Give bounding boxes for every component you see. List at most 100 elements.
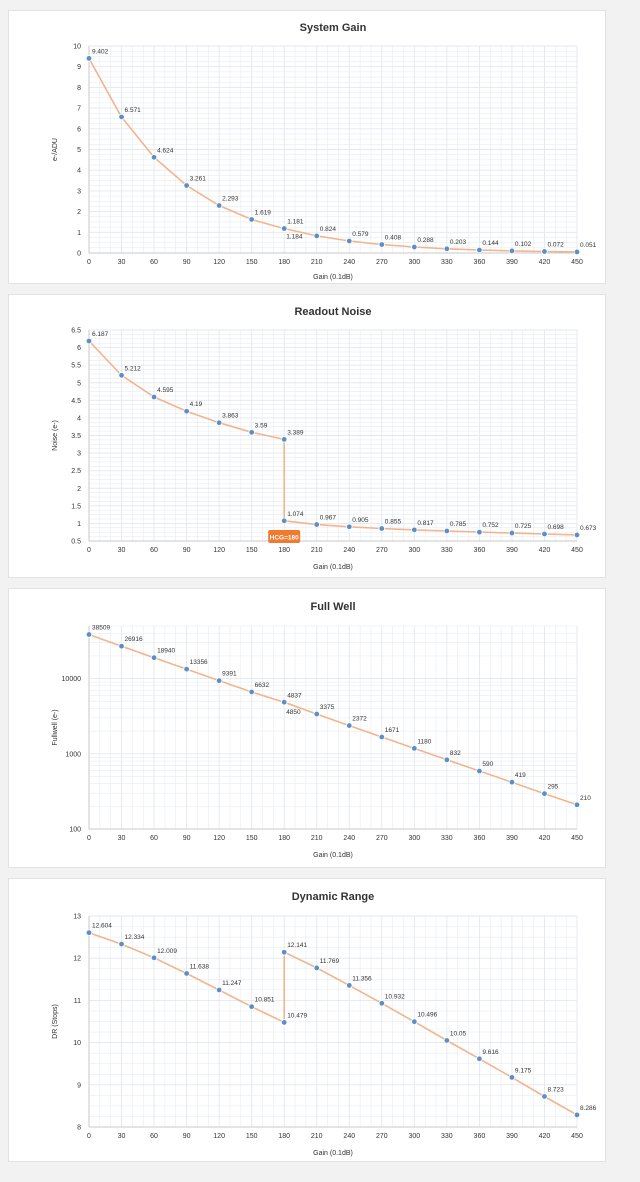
x-tick-label: 390 bbox=[506, 1133, 518, 1140]
grid bbox=[88, 625, 578, 830]
data-point bbox=[313, 521, 320, 528]
x-axis-label: Gain (0.1dB) bbox=[313, 852, 353, 859]
x-tick-label: 30 bbox=[118, 259, 126, 266]
data-label: 0.408 bbox=[385, 235, 402, 242]
data-label: 0.203 bbox=[450, 239, 467, 246]
data-label: 18940 bbox=[157, 648, 175, 655]
x-tick-label: 30 bbox=[118, 1133, 126, 1140]
data-point bbox=[573, 248, 581, 256]
data-point bbox=[573, 1111, 581, 1119]
data-point bbox=[118, 113, 125, 121]
data-label: 12.009 bbox=[157, 948, 177, 955]
data-point bbox=[411, 1018, 418, 1025]
x-tick-label: 30 bbox=[118, 547, 126, 554]
data-label: 0.698 bbox=[547, 524, 564, 531]
data-label: 1180 bbox=[417, 738, 431, 745]
y-tick-label: 2 bbox=[77, 486, 81, 493]
data-point bbox=[443, 1037, 451, 1044]
data-label: 11.769 bbox=[320, 958, 340, 965]
data-label: 12.141 bbox=[287, 942, 307, 949]
x-tick-label: 60 bbox=[150, 259, 158, 266]
x-tick-label: 60 bbox=[150, 835, 158, 842]
data-point bbox=[281, 517, 288, 525]
x-tick-label: 90 bbox=[183, 1133, 191, 1140]
y-tick-label: 4 bbox=[77, 415, 81, 422]
x-tick-label: 90 bbox=[183, 259, 191, 266]
data-label: 3.59 bbox=[255, 422, 268, 429]
data-point bbox=[85, 929, 93, 936]
data-point bbox=[443, 756, 451, 763]
y-tick-label: 1 bbox=[77, 521, 81, 528]
data-label: 10.496 bbox=[417, 1012, 437, 1019]
x-tick-label: 300 bbox=[408, 835, 420, 842]
data-point bbox=[85, 55, 93, 62]
y-tick-label: 6.5 bbox=[71, 328, 81, 335]
x-tick-label: 450 bbox=[571, 835, 583, 842]
chart-title: System Gain bbox=[300, 22, 367, 34]
data-label: 10.479 bbox=[287, 1012, 307, 1019]
x-tick-label: 150 bbox=[246, 547, 258, 554]
data-point bbox=[248, 1003, 255, 1010]
y-tick-label: 10000 bbox=[62, 676, 82, 683]
data-label: 4.19 bbox=[190, 401, 203, 408]
chart-title: Full Well bbox=[310, 601, 355, 613]
data-label: 0.785 bbox=[450, 521, 467, 528]
data-label: 9391 bbox=[222, 671, 237, 678]
x-axis-label: Gain (0.1dB) bbox=[313, 564, 353, 571]
data-label: 0.144 bbox=[482, 240, 499, 247]
chart-full-well: Full Well Gain (0.1dB) Fullwell (e-) 0 30 60 9… bbox=[52, 601, 591, 859]
y-tick-label: 0 bbox=[77, 251, 81, 258]
x-axis-label: Gain (0.1dB) bbox=[313, 274, 353, 281]
chart-dynamic-range: Dynamic Range Gain (0.1dB) DR (Stops) 0 30 60… bbox=[52, 891, 597, 1157]
data-point bbox=[476, 528, 483, 536]
data-label: 4837 bbox=[287, 692, 302, 699]
data-label: 0.579 bbox=[352, 231, 369, 238]
data-point bbox=[346, 237, 353, 245]
data-label: 3.389 bbox=[287, 429, 304, 436]
hcg-badge bbox=[268, 530, 301, 543]
y-tick-label: 3 bbox=[77, 451, 81, 458]
series-line bbox=[88, 633, 578, 806]
data-point bbox=[118, 643, 125, 650]
data-point bbox=[215, 677, 223, 684]
data-point bbox=[346, 722, 353, 729]
x-tick-label: 150 bbox=[246, 1133, 258, 1140]
data-point bbox=[281, 949, 288, 956]
data-point bbox=[378, 241, 385, 248]
y-tick-label: 2 bbox=[77, 209, 81, 216]
chart-panel-full-well: Full Well Gain (0.1dB) Fullwell (e-) 0 30 60 9… bbox=[8, 588, 606, 868]
y-tick-label: 4.5 bbox=[71, 398, 81, 405]
data-label: 9.402 bbox=[92, 48, 109, 55]
data-label: 0.072 bbox=[547, 242, 564, 249]
data-point bbox=[411, 526, 418, 534]
data-point bbox=[281, 1019, 288, 1026]
data-label: 0.051 bbox=[580, 242, 597, 249]
x-tick-label: 210 bbox=[311, 1133, 323, 1140]
data-point bbox=[378, 733, 385, 741]
data-label: 4.595 bbox=[157, 387, 174, 394]
x-tick-label: 90 bbox=[183, 547, 191, 554]
data-point bbox=[183, 182, 190, 189]
y-tick-label: 2.5 bbox=[71, 468, 81, 475]
x-tick-label: 150 bbox=[246, 259, 258, 266]
x-tick-label: 390 bbox=[506, 547, 518, 554]
data-label: 832 bbox=[450, 750, 461, 757]
chart-panel-dynamic-range: Dynamic Range Gain (0.1dB) DR (Stops) 0 30 60… bbox=[8, 878, 606, 1162]
data-label: 0.824 bbox=[320, 226, 337, 233]
data-label: 26916 bbox=[125, 636, 143, 643]
data-point bbox=[85, 631, 93, 638]
x-tick-label: 180 bbox=[278, 259, 290, 266]
data-label: 8.723 bbox=[547, 1086, 564, 1093]
data-label: 6.571 bbox=[125, 107, 142, 114]
data-label: 0.817 bbox=[417, 520, 434, 527]
x-tick-label: 0 bbox=[87, 1133, 91, 1140]
data-label: 295 bbox=[547, 784, 558, 791]
data-point bbox=[118, 940, 125, 948]
data-point bbox=[248, 216, 255, 223]
data-point bbox=[118, 372, 125, 379]
data-point bbox=[378, 1000, 385, 1007]
data-point bbox=[215, 419, 223, 426]
data-point bbox=[443, 245, 451, 252]
x-tick-label: 180 bbox=[278, 835, 290, 842]
x-tick-label: 330 bbox=[441, 547, 453, 554]
